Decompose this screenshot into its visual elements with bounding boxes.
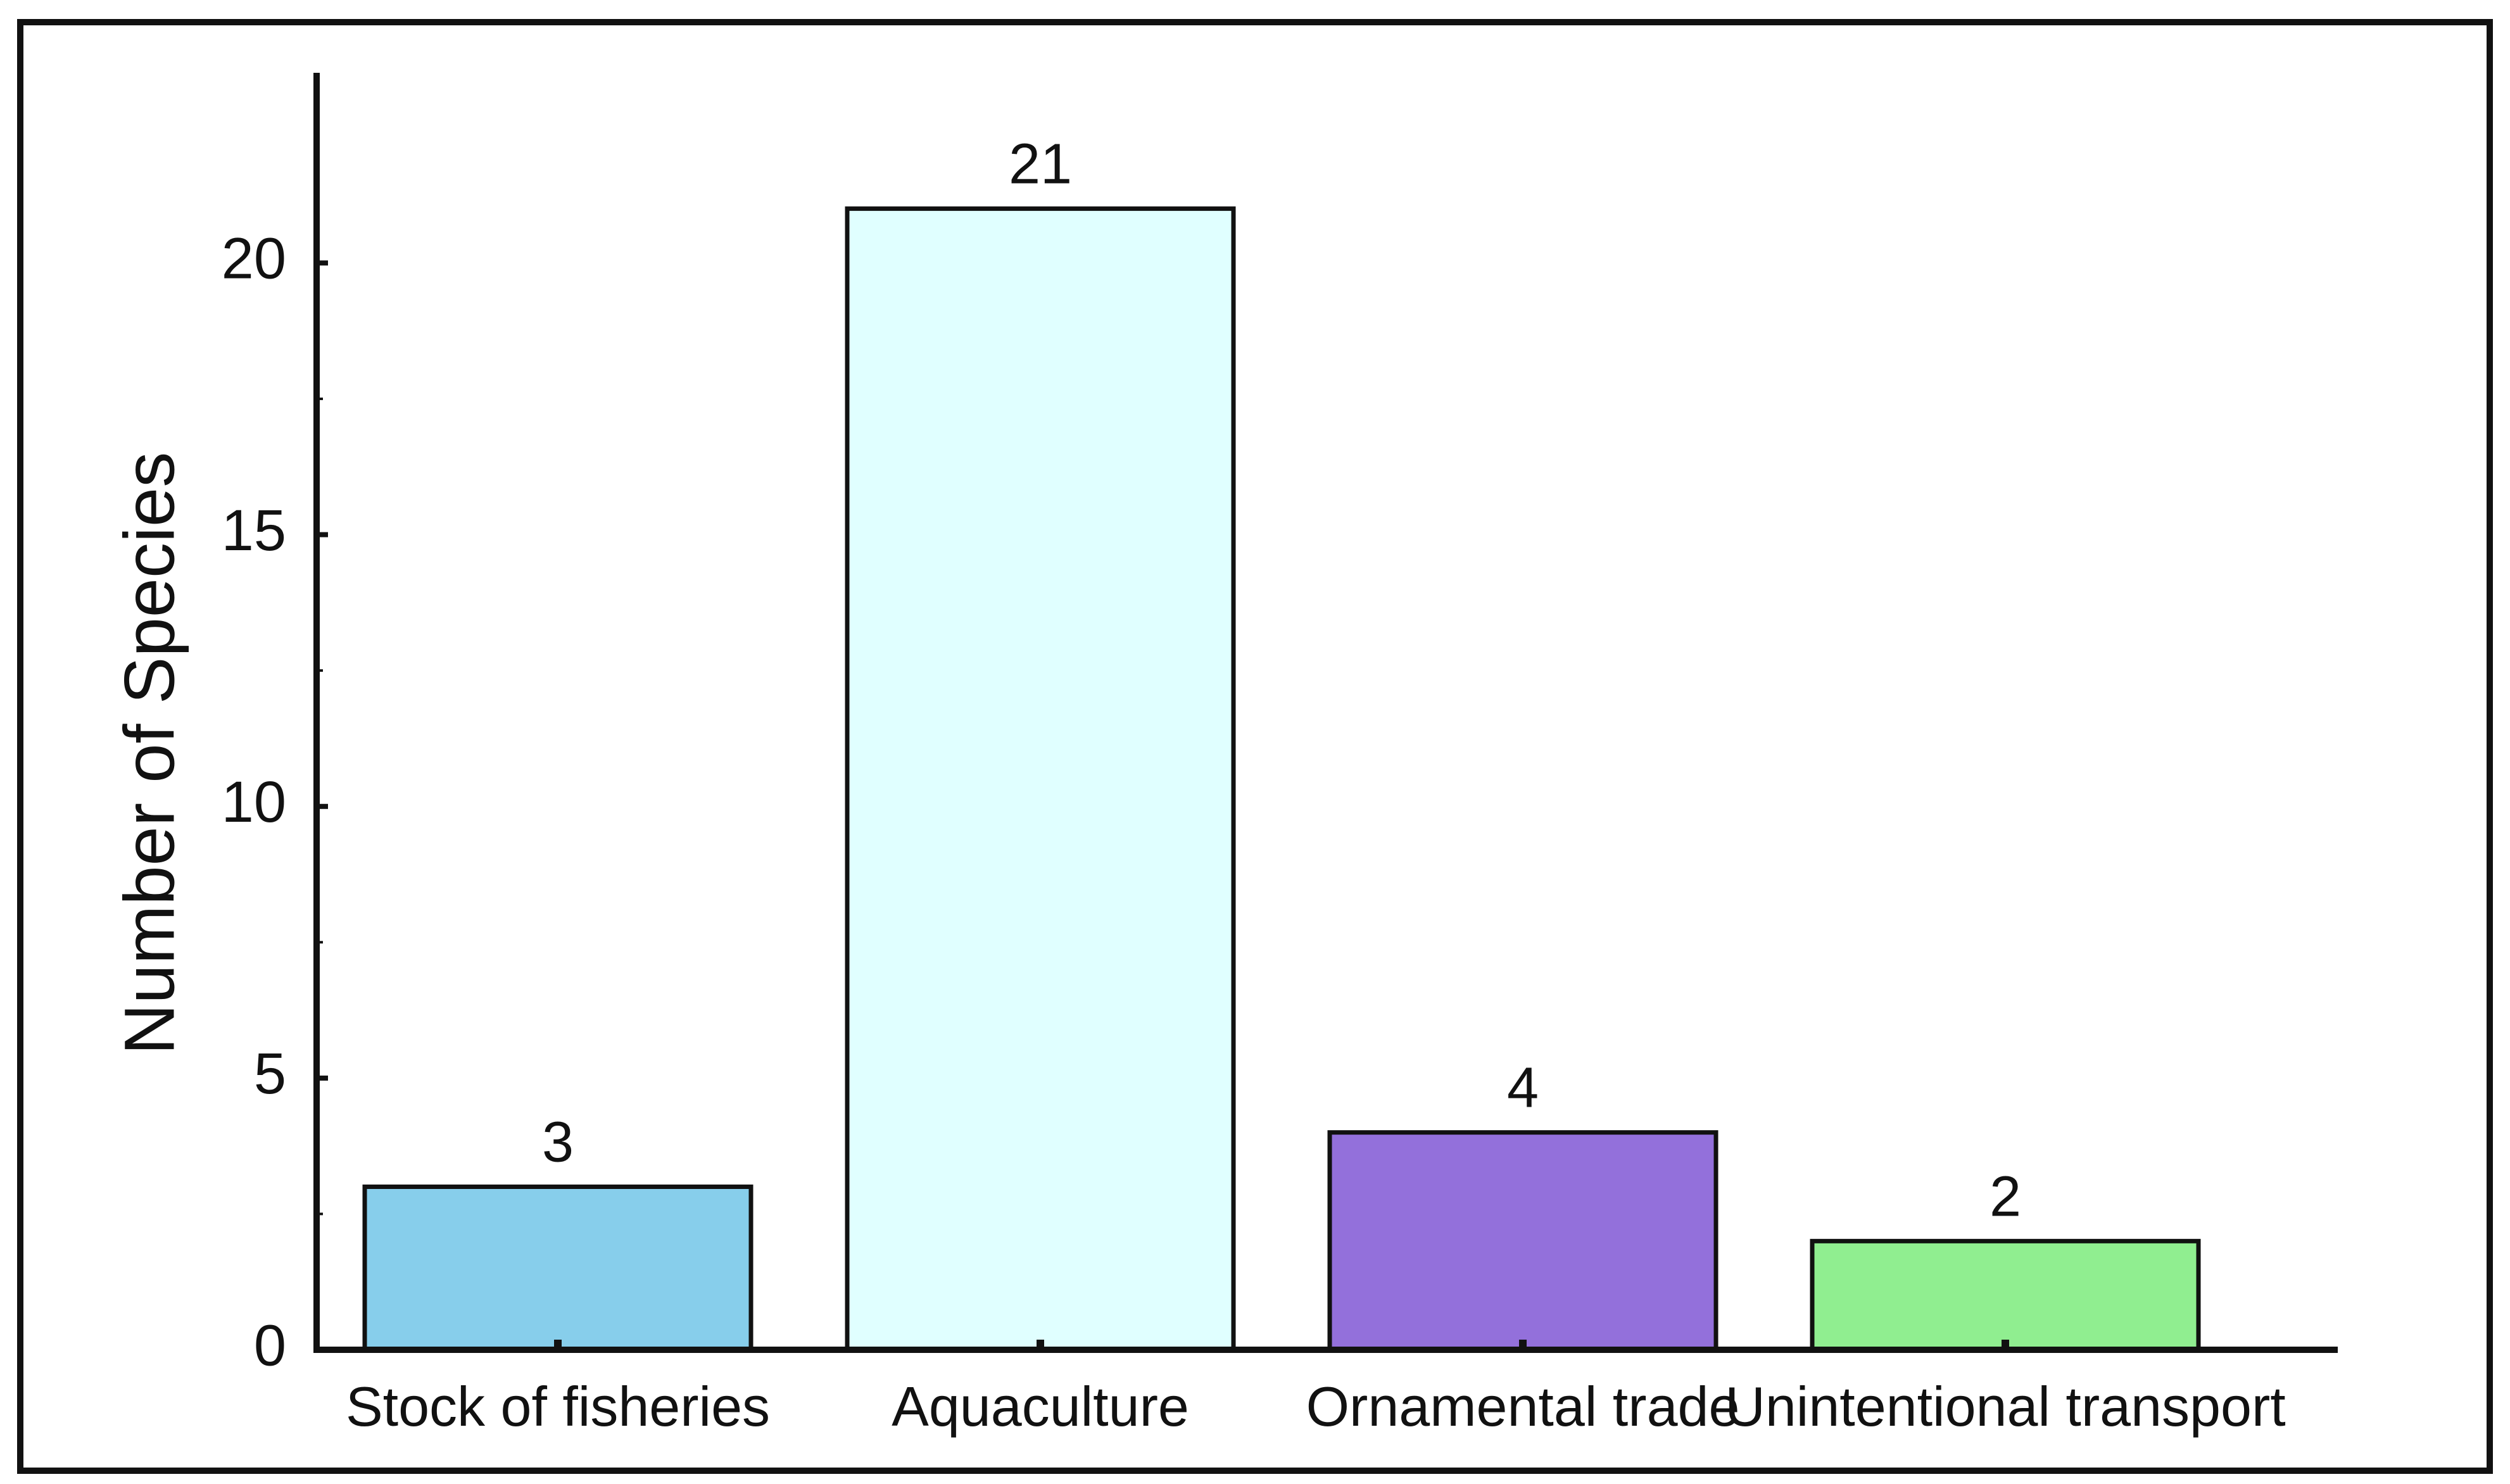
x-tick-label-1: Stock of fisheries [346, 1375, 770, 1438]
bars-group [362, 206, 2201, 1352]
data-labels-group: 3 21 4 2 [542, 133, 2021, 1229]
category-labels-group: Stock of fisheries Aquaculture Ornamental … [346, 1375, 2286, 1438]
x-tick-label-2: Aquaculture [892, 1375, 1189, 1438]
data-label-4: 2 [1990, 1165, 2021, 1228]
bar-unintentional-transport [1810, 1238, 2201, 1352]
y-tick-label-10: 10 [222, 770, 286, 834]
y-tick-label-20: 20 [222, 227, 286, 291]
data-label-2: 21 [1009, 133, 1072, 196]
bar-ornamental-trade [1327, 1130, 1719, 1352]
bar-aquaculture [845, 206, 1236, 1352]
y-tick-label-5: 5 [254, 1041, 286, 1106]
x-tick-label-4: Unintentional transport [1725, 1375, 2285, 1438]
y-tick-label-15: 15 [222, 498, 286, 563]
bar-stock-of-fisheries [362, 1185, 754, 1352]
x-tick-label-3: Ornamental trade [1306, 1375, 1740, 1438]
data-label-3: 4 [1507, 1057, 1539, 1120]
y-axis-title: Number of Species [110, 452, 189, 1055]
y-tick-label-0: 0 [254, 1313, 286, 1378]
data-label-1: 3 [542, 1111, 574, 1174]
